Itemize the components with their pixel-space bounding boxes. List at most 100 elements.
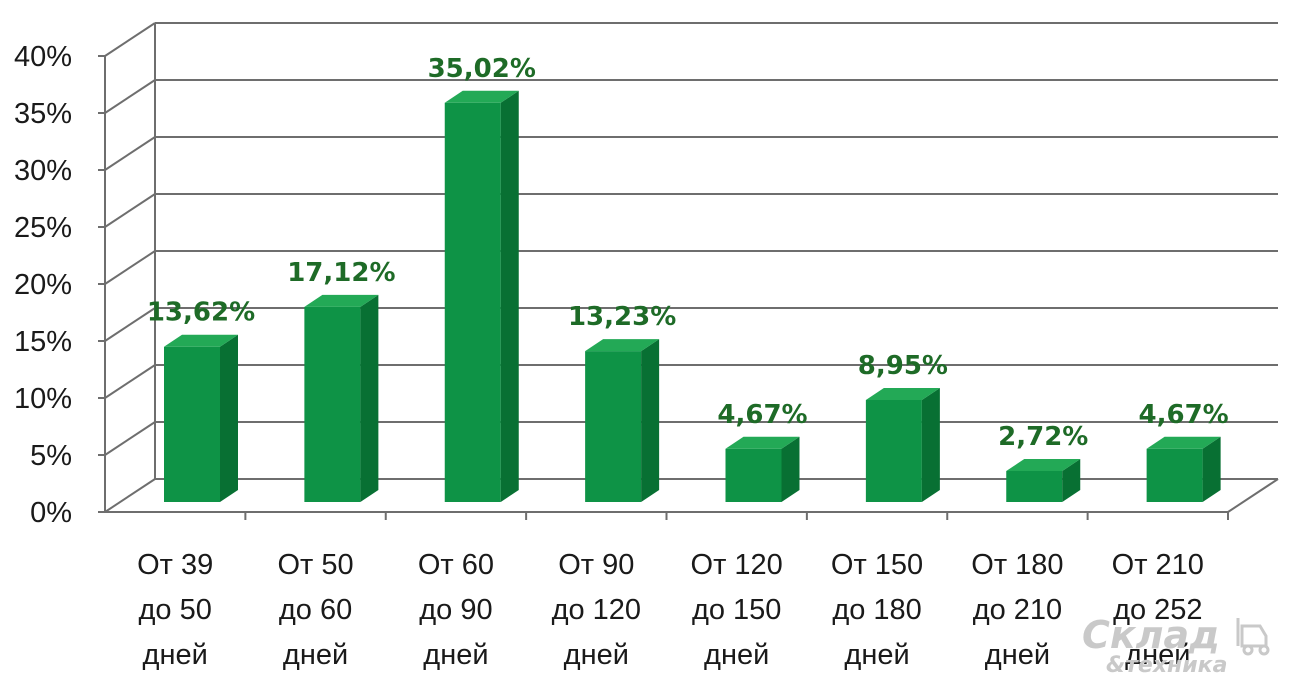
y-tick-label: 0% [30,497,72,529]
category-label-line: дней [564,639,629,671]
bar-side [220,334,238,502]
bar-side [1062,458,1081,502]
category-label-line: до 120 [552,594,642,626]
category-label-line: до 150 [692,594,782,626]
bar [1146,436,1221,502]
category-label-line: От 210 [1112,549,1204,581]
category-label: От 50 до 60 дней [277,549,353,671]
gridline-slant [104,250,156,285]
bar-top [164,334,238,347]
y-tick-label: 30% [14,155,72,187]
forklift-icon [1236,618,1270,656]
category-label-line: дней [844,639,909,671]
bar-side [781,436,800,502]
gridline-slant [104,364,156,399]
data-label: 8,95% [858,351,948,381]
bars [164,90,1221,502]
y-tick-label: 20% [14,269,72,301]
bar-front [725,448,782,502]
bar-front [304,306,361,502]
y-tick-label: 10% [14,383,72,415]
gridline-slant [104,478,156,513]
category-label: От 90 до 120 дней [552,549,642,671]
bar [1006,458,1081,502]
category-label-line: дней [283,639,348,671]
bar-side [1202,436,1221,502]
data-labels: 13,62% 17,12% 35,02% 13,23% 4,67% 8,95% 2,72% 4… [147,54,1229,452]
category-label: От 150 до 180 дней [831,549,923,671]
bar-top [444,90,519,103]
bar-top [725,436,800,449]
category-label-line: до 252 [1113,594,1203,626]
data-label: 13,62% [147,298,255,328]
category-label-line: От 50 [277,549,353,581]
watermark-line2: &техника [1106,653,1227,678]
y-tick-label: 5% [30,440,72,472]
category-label-line: до 90 [419,594,492,626]
category-label-line: дней [423,639,488,671]
category-label-line: дней [143,639,208,671]
gridline-slant [104,193,156,228]
data-label: 17,12% [287,258,395,288]
data-label: 13,23% [568,302,676,332]
data-label: 4,67% [717,400,807,430]
bar-front [1146,448,1203,502]
bar-side [641,339,660,502]
bar-front [1006,470,1063,502]
category-label-line: дней [985,639,1050,671]
category-label-line: дней [1125,639,1190,671]
y-tick-label: 25% [14,212,72,244]
y-tick-label: 35% [14,98,72,130]
bar-side [500,90,519,502]
watermark-line1: Склад [1082,613,1220,657]
bar-top [304,294,379,307]
category-label-line: дней [704,639,769,671]
brand-watermark: Склад &техника [1082,613,1270,678]
category-label: От 210 до 252 дней [1112,549,1204,671]
bar-top [865,387,940,400]
category-label-line: От 60 [418,549,494,581]
y-tick-label: 40% [14,41,72,73]
bar-side [921,387,940,502]
data-label: 4,67% [1139,400,1229,430]
category-label-line: От 90 [558,549,634,581]
category-label: От 39 до 50 дней [137,549,213,671]
category-label: От 60 до 90 дней [418,549,494,671]
category-label-line: От 120 [691,549,783,581]
gridline-slant [104,22,156,57]
bar-front [164,346,220,502]
y-tick-label: 15% [14,326,72,358]
gridline-slant [104,79,156,114]
floor-right-edge [1227,478,1279,513]
bar [304,294,379,502]
bar [164,334,238,502]
category-label: От 120 до 150 дней [691,549,783,671]
gridline-slant [104,307,156,342]
y-axis-ticks: 0% 5% 10% 15% 20% 25% 30% 35% 40% [14,41,72,529]
data-label: 35,02% [428,54,536,84]
gridline-slant [104,136,156,171]
category-label-line: до 180 [832,594,922,626]
category-label-line: От 39 [137,549,213,581]
category-label-line: От 180 [971,549,1063,581]
bar [444,90,519,502]
category-label-line: до 60 [279,594,352,626]
x-axis-categories: От 39 до 50 дней От 50 до 60 дней От 60 до 90 дн… [137,549,1204,671]
bar-top [1006,458,1081,471]
bar-front [865,399,922,502]
bar [865,387,940,502]
bar-top [585,339,660,352]
gridlines [98,22,1279,520]
category-label-line: От 150 [831,549,923,581]
bar-side [360,294,379,502]
category-label-line: до 50 [139,594,212,626]
category-label: От 180 до 210 дней [971,549,1063,671]
bar-top [1146,436,1221,449]
bar [725,436,800,502]
data-label: 2,72% [998,422,1088,452]
category-label-line: до 210 [973,594,1063,626]
bar-front [585,351,642,502]
bar-front [444,102,501,502]
gridline-slant [104,421,156,456]
